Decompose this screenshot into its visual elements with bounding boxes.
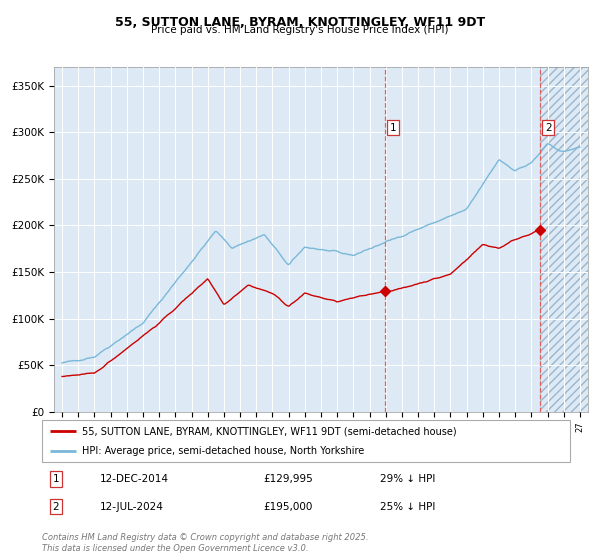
Text: HPI: Average price, semi-detached house, North Yorkshire: HPI: Average price, semi-detached house,…: [82, 446, 364, 456]
Text: £195,000: £195,000: [264, 502, 313, 512]
Text: 55, SUTTON LANE, BYRAM, KNOTTINGLEY, WF11 9DT: 55, SUTTON LANE, BYRAM, KNOTTINGLEY, WF1…: [115, 16, 485, 29]
Text: Price paid vs. HM Land Registry's House Price Index (HPI): Price paid vs. HM Land Registry's House …: [151, 25, 449, 35]
FancyBboxPatch shape: [42, 420, 570, 462]
Text: £129,995: £129,995: [264, 474, 314, 484]
Text: 2: 2: [545, 123, 551, 133]
Text: 25% ↓ HPI: 25% ↓ HPI: [380, 502, 435, 512]
Text: 29% ↓ HPI: 29% ↓ HPI: [380, 474, 435, 484]
Text: 1: 1: [53, 474, 59, 484]
Text: Contains HM Land Registry data © Crown copyright and database right 2025.
This d: Contains HM Land Registry data © Crown c…: [42, 533, 368, 553]
Bar: [540, 67, 588, 412]
Bar: [540, 67, 588, 412]
Text: 12-JUL-2024: 12-JUL-2024: [100, 502, 164, 512]
Text: 2: 2: [53, 502, 59, 512]
Text: 12-DEC-2014: 12-DEC-2014: [100, 474, 169, 484]
Text: 1: 1: [390, 123, 397, 133]
Text: 55, SUTTON LANE, BYRAM, KNOTTINGLEY, WF11 9DT (semi-detached house): 55, SUTTON LANE, BYRAM, KNOTTINGLEY, WF1…: [82, 426, 456, 436]
